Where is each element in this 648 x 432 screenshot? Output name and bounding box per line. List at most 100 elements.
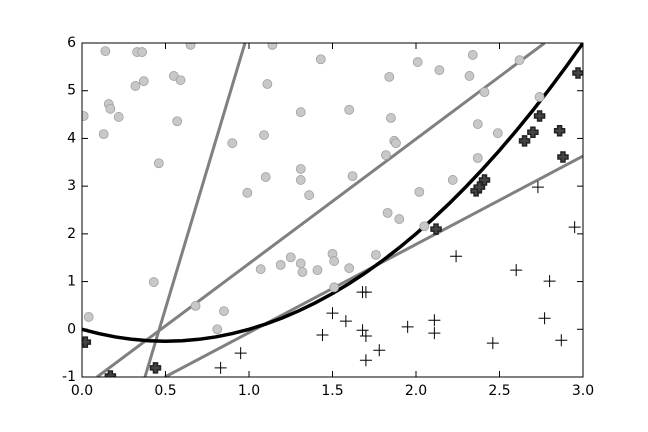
point: [568, 221, 581, 234]
point: [434, 65, 445, 76]
point: [384, 71, 395, 82]
point: [275, 259, 286, 270]
point: [138, 76, 149, 87]
point: [430, 223, 442, 235]
y-tick-label: -1: [62, 369, 76, 385]
point: [83, 311, 94, 322]
y-tick-label: 3: [67, 178, 76, 194]
point: [234, 347, 247, 360]
point: [185, 43, 196, 50]
line: [143, 43, 247, 377]
point: [356, 324, 369, 337]
point: [386, 113, 396, 123]
point: [295, 107, 306, 118]
point: [394, 214, 405, 224]
x-tick-label: 3.0: [572, 383, 594, 399]
point: [555, 334, 568, 347]
axes: 0.0 0.5 1.0 1.5 2.0 2.5 3.0 -1 0 1 2 3 4 5 6: [62, 35, 594, 399]
point: [212, 324, 223, 335]
point: [492, 128, 503, 139]
point: [227, 138, 238, 149]
point: [153, 158, 164, 169]
point: [472, 153, 483, 163]
plot-area: [82, 43, 583, 377]
point: [339, 315, 352, 328]
y-tick-label: 1: [67, 274, 76, 290]
y-tick-label: 4: [67, 130, 76, 146]
point: [371, 249, 381, 260]
y-tick-label: 0: [67, 321, 76, 337]
point: [105, 103, 116, 114]
point: [543, 275, 556, 288]
point: [259, 130, 269, 140]
point: [137, 47, 148, 57]
point: [149, 362, 162, 374]
point: [295, 164, 306, 174]
point: [359, 329, 372, 342]
point: [267, 43, 278, 50]
point: [304, 190, 315, 201]
point: [557, 151, 569, 163]
point: [572, 67, 583, 79]
point: [428, 314, 441, 327]
point: [242, 187, 253, 198]
point: [344, 104, 355, 115]
point: [527, 126, 539, 138]
x-tick-label: 2.5: [488, 383, 510, 399]
point: [412, 57, 423, 67]
x-tick-label: 2.0: [405, 383, 427, 399]
point: [285, 252, 296, 263]
point: [531, 181, 544, 194]
point: [518, 135, 531, 147]
point: [450, 250, 463, 263]
point: [347, 171, 358, 182]
point: [214, 361, 227, 374]
point: [316, 329, 329, 342]
point: [148, 277, 159, 287]
point: [100, 46, 111, 57]
point: [414, 186, 425, 197]
point: [113, 112, 124, 122]
point: [175, 75, 186, 86]
point: [447, 175, 458, 185]
point: [172, 116, 183, 127]
x-tick-label: 0.5: [154, 383, 176, 399]
point: [104, 370, 117, 377]
point: [344, 263, 355, 274]
x-tick-label: 1.0: [238, 383, 260, 399]
point: [295, 258, 306, 269]
y-tick-label: 5: [67, 83, 76, 99]
point: [130, 81, 141, 91]
point: [533, 110, 546, 122]
point: [297, 267, 308, 277]
point: [326, 307, 339, 320]
point: [312, 265, 323, 276]
point: [82, 111, 89, 121]
point: [486, 337, 499, 350]
point: [428, 327, 441, 340]
line: [96, 43, 546, 377]
point: [538, 312, 551, 325]
point: [472, 119, 483, 130]
point: [260, 172, 271, 182]
point: [467, 50, 478, 60]
point: [514, 55, 525, 66]
point: [473, 181, 486, 193]
point: [359, 354, 372, 367]
point: [401, 320, 414, 333]
point: [419, 221, 430, 232]
point: [553, 125, 566, 137]
y-tick-label: 6: [67, 35, 76, 51]
point: [255, 264, 266, 275]
point: [510, 264, 523, 277]
x-tick-label: 1.5: [321, 383, 343, 399]
point: [534, 92, 545, 102]
x-tick-label: 0.0: [71, 383, 93, 399]
y-tick-label: 2: [67, 226, 76, 242]
point: [479, 87, 490, 98]
point: [391, 138, 401, 149]
point: [295, 175, 306, 185]
